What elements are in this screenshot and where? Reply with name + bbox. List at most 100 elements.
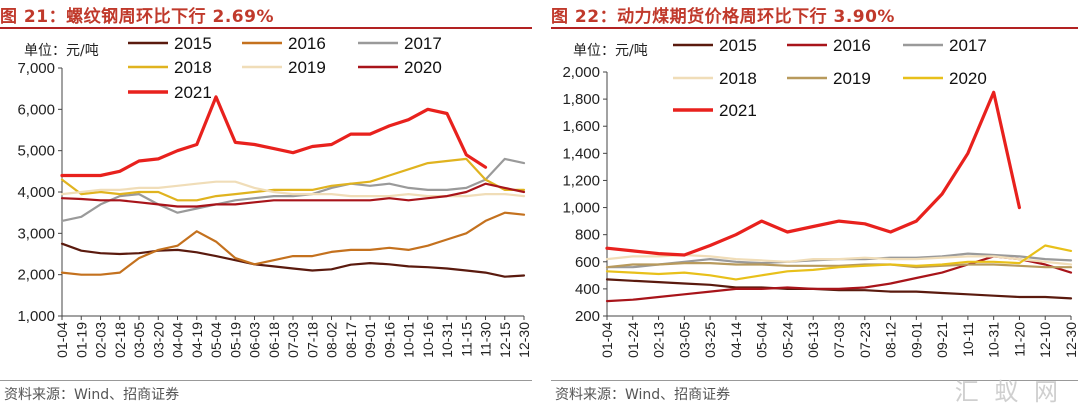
y-tick-label: 2,000 bbox=[17, 267, 55, 284]
legend-label-2017: 2017 bbox=[404, 34, 442, 53]
series-line-2017 bbox=[60, 157, 526, 222]
x-tick-label: 01-04 bbox=[54, 322, 70, 358]
x-tick-label: 03-05 bbox=[676, 322, 692, 358]
x-tick-label: 07-18 bbox=[304, 322, 320, 358]
x-tick-label: 05-19 bbox=[227, 322, 243, 358]
x-tick-label: 08-12 bbox=[883, 322, 899, 358]
x-tick-label: 10-11 bbox=[960, 322, 976, 357]
x-tick-label: 02-13 bbox=[651, 322, 667, 358]
x-tick-label: 08-17 bbox=[343, 322, 359, 358]
y-tick-label: 800 bbox=[575, 227, 600, 244]
y-tick-label: 200 bbox=[575, 308, 600, 325]
series-line-2020 bbox=[605, 244, 1073, 281]
x-tick-label: 12-30 bbox=[516, 322, 532, 358]
y-tick-label: 600 bbox=[575, 254, 600, 271]
x-tick-label: 04-14 bbox=[728, 322, 744, 358]
legend-label-2018: 2018 bbox=[174, 58, 212, 77]
series-line-2018 bbox=[60, 157, 526, 202]
x-tick-label: 10-16 bbox=[420, 322, 436, 358]
x-tick-label: 03-20 bbox=[150, 322, 166, 358]
x-tick-label: 09-16 bbox=[381, 322, 397, 358]
x-tick-label: 11-20 bbox=[1011, 322, 1027, 357]
x-tick-label: 09-21 bbox=[934, 322, 950, 358]
left-source: 资料来源：Wind、招商证券 bbox=[4, 387, 180, 403]
series-line-2015 bbox=[60, 242, 526, 278]
x-tick-label: 11-15 bbox=[458, 322, 474, 357]
x-tick-label: 06-18 bbox=[266, 322, 282, 358]
y-tick-label: 7,000 bbox=[17, 60, 55, 77]
y-tick-label: 1,600 bbox=[562, 118, 600, 135]
y-tick-label: 6,000 bbox=[17, 101, 55, 118]
x-tick-label: 08-02 bbox=[324, 322, 340, 358]
legend-label-2021: 2021 bbox=[719, 101, 757, 120]
series-line-2021 bbox=[60, 95, 488, 178]
series-line-2021 bbox=[605, 90, 1021, 257]
x-tick-label: 01-19 bbox=[73, 322, 89, 358]
legend-label-2019: 2019 bbox=[288, 58, 326, 77]
y-tick-label: 4,000 bbox=[17, 184, 55, 201]
x-tick-label: 12-15 bbox=[497, 322, 513, 358]
y-tick-label: 1,200 bbox=[562, 172, 600, 189]
x-tick-label: 07-03 bbox=[831, 322, 847, 358]
legend-label-2016: 2016 bbox=[288, 34, 326, 53]
y-tick-label: 1,000 bbox=[17, 308, 55, 325]
x-tick-label: 06-13 bbox=[805, 322, 821, 358]
right-panel: 图 22：动力煤期货价格周环比下行 3.90% 单位：元/吨 200 400 600… bbox=[551, 0, 1080, 410]
left-unit-label: 单位：元/吨 bbox=[24, 43, 99, 59]
x-tick-label: 07-23 bbox=[857, 322, 873, 358]
y-tick-label: 3,000 bbox=[17, 225, 55, 242]
x-tick-label: 04-04 bbox=[170, 322, 186, 358]
x-tick-label: 01-04 bbox=[599, 322, 615, 358]
legend-label-2021: 2021 bbox=[174, 83, 212, 102]
y-tick-label: 400 bbox=[575, 281, 600, 298]
legend-label-2015: 2015 bbox=[719, 36, 757, 55]
watermark-text: 汇 蚁 网 bbox=[954, 378, 1062, 406]
left-figure-title: 图 21：螺纹钢周环比下行 2.69% bbox=[0, 7, 274, 27]
series-line-2020 bbox=[60, 182, 526, 208]
series-line-2019 bbox=[605, 262, 1073, 269]
x-tick-label: 11-30 bbox=[478, 322, 494, 357]
x-tick-label: 10-31 bbox=[439, 322, 455, 358]
x-tick-label: 09-01 bbox=[362, 322, 378, 358]
x-tick-label: 02-18 bbox=[112, 322, 128, 358]
x-tick-label: 07-03 bbox=[285, 322, 301, 358]
x-tick-label: 12-30 bbox=[1063, 322, 1079, 358]
y-tick-label: 1,800 bbox=[562, 91, 600, 108]
y-tick-label: 1,400 bbox=[562, 145, 600, 162]
x-tick-label: 05-24 bbox=[779, 322, 795, 358]
right-source: 资料来源：Wind、招商证券 bbox=[555, 387, 731, 403]
right-title-rule bbox=[551, 27, 1078, 29]
legend-label-2016: 2016 bbox=[833, 36, 871, 55]
right-figure-title: 图 22：动力煤期货价格周环比下行 3.90% bbox=[551, 7, 895, 27]
x-tick-label: 02-03 bbox=[93, 322, 109, 358]
series-line-2016 bbox=[60, 211, 526, 276]
x-tick-label: 10-01 bbox=[401, 322, 417, 358]
left-line-chart: 1,000 2,000 3,000 4,000 5,000 6,000 7,000 01-04… bbox=[17, 34, 532, 358]
x-tick-label: 09-01 bbox=[908, 322, 924, 358]
x-tick-label: 05-04 bbox=[754, 322, 770, 358]
x-tick-label: 12-10 bbox=[1037, 322, 1053, 358]
legend-label-2020: 2020 bbox=[404, 58, 442, 77]
y-tick-label: 2,000 bbox=[562, 64, 600, 81]
left-source-rule bbox=[0, 380, 532, 381]
y-tick-label: 1,000 bbox=[562, 200, 600, 217]
x-tick-label: 10-31 bbox=[986, 322, 1002, 358]
legend-label-2017: 2017 bbox=[949, 36, 987, 55]
x-tick-label: 04-19 bbox=[189, 322, 205, 358]
right-unit-label: 单位：元/吨 bbox=[573, 43, 648, 59]
x-tick-label: 06-03 bbox=[247, 322, 263, 358]
x-tick-label: 05-04 bbox=[208, 322, 224, 358]
y-tick-label: 5,000 bbox=[17, 143, 55, 160]
x-tick-label: 01-24 bbox=[625, 322, 641, 358]
legend-label-2020: 2020 bbox=[949, 69, 987, 88]
x-tick-label: 03-25 bbox=[702, 322, 718, 358]
x-tick-label: 03-05 bbox=[131, 322, 147, 358]
left-panel: 图 21：螺纹钢周环比下行 2.69% 单位：元/吨 1,000 2,000 3,0… bbox=[0, 0, 536, 410]
legend-label-2019: 2019 bbox=[833, 69, 871, 88]
legend-label-2015: 2015 bbox=[174, 34, 212, 53]
legend-label-2018: 2018 bbox=[719, 69, 757, 88]
right-source-rule bbox=[551, 380, 1078, 381]
right-line-chart: 200 400 600 800 1,000 1,200 1,400 1,600 1,800 2,0… bbox=[562, 36, 1079, 358]
left-title-rule bbox=[0, 27, 532, 29]
series-line-2015 bbox=[605, 278, 1073, 300]
